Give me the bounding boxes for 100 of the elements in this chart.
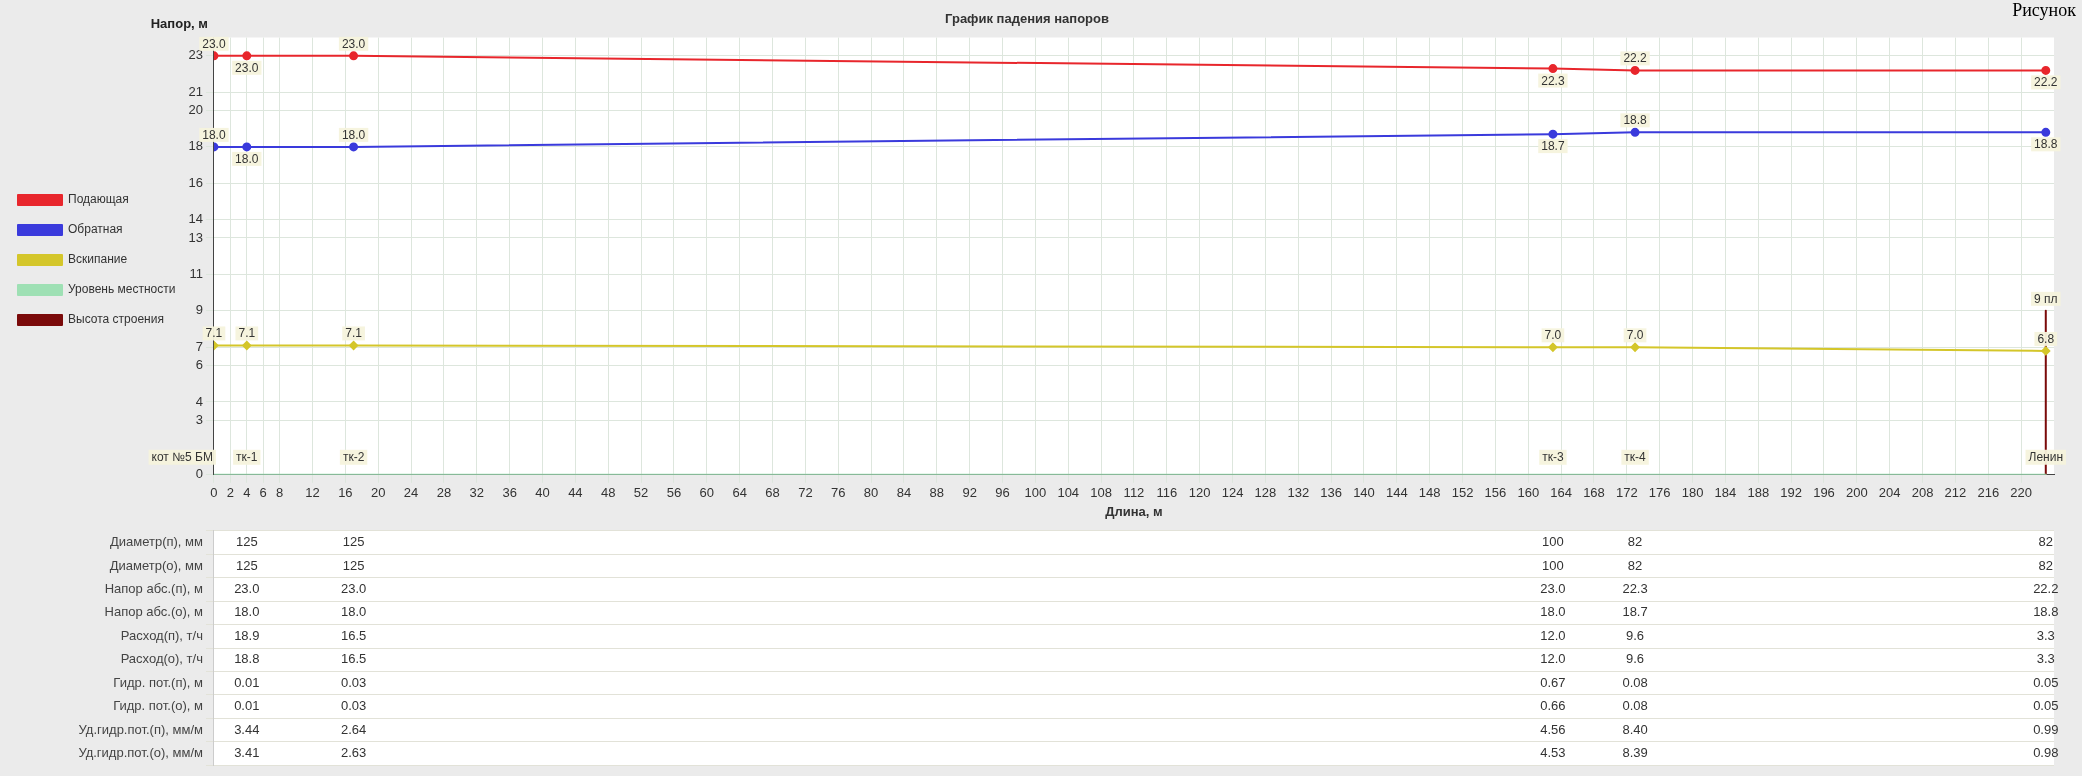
data-label: 12.0 [1540,627,1566,643]
x-tick-label: 164 [1550,485,1572,501]
legend-label: Вскипание [68,252,128,267]
data-label: 0.01 [234,698,260,714]
x-tick-label: 52 [633,485,649,501]
x-tick-label: 88 [929,485,945,501]
y-tick-label: Диаметр(п), мм [109,534,203,550]
x-axis-title: Длина, м [1105,503,1163,519]
data-label: 18.8 [2034,137,2058,152]
x-tick-label: 136 [1320,485,1342,501]
data-label: 18.9 [234,627,260,643]
data-label: 7.1 [205,326,223,341]
x-tick-label: 140 [1353,485,1375,501]
data-label: 23.0 [341,36,366,51]
data-label: 125 [342,534,365,550]
data-label: 22.3 [1541,73,1565,88]
y-tick-label: Расход(о), т/ч [120,651,203,667]
x-tick-label: 80 [863,485,879,501]
x-tick-label: 216 [1977,485,2000,501]
data-label: 22.2 [2033,580,2059,596]
data-label: 23.0 [202,36,226,51]
x-tick-label: 124 [1221,485,1244,501]
x-tick-label: 32 [469,485,485,501]
data-label: 0.03 [340,674,367,690]
y-tick-label: 4 [195,393,203,409]
x-tick-label: 8 [276,485,284,501]
data-label: 7.0 [1626,328,1644,343]
x-tick-label: 2 [226,485,234,501]
legend-label: Обратная [68,222,123,237]
data-label: 4.56 [1540,721,1566,737]
data-label: 82 [1627,557,1643,573]
y-tick-label: 14 [188,211,203,227]
data-label: 18.0 [234,604,260,620]
legend-label: Подающая [68,192,129,207]
x-tick-label: 100 [1024,485,1047,501]
data-label: 18.8 [234,651,260,667]
x-tick-label: 200 [1846,485,1868,501]
x-tick-label: 56 [666,485,682,501]
x-tick-label: 112 [1123,485,1145,501]
y-tick-label: 23 [188,47,203,63]
data-label: 2.63 [340,745,367,761]
x-tick-label: 168 [1583,485,1605,501]
x-tick-label: 12 [305,485,320,501]
annotation: тк-4 [1624,449,1647,464]
data-label: 100 [1542,557,1564,573]
data-label: 7.0 [1544,328,1562,343]
data-label: 7.1 [345,326,363,341]
y-tick-label: 6 [195,357,203,373]
data-label: 18.0 [1540,604,1566,620]
data-label: 82 [1627,534,1643,550]
y-tick-label: 7 [195,338,203,354]
y-tick-label: Напор абс.(о), м [104,604,203,620]
y-tick-label: Уд.гидр.пот.(о), мм/м [78,745,203,761]
y-tick-label: 0 [195,466,203,482]
y-tick-label: 21 [188,83,203,99]
data-label: 100 [1542,534,1564,550]
y-tick-label: Гидр. пот.(п), м [113,674,203,690]
x-tick-label: 28 [436,485,452,501]
y-tick-label: 20 [188,102,203,118]
y-tick-label: 13 [188,229,203,245]
data-label: 0.08 [1622,674,1648,690]
x-tick-label: 176 [1648,485,1671,501]
data-label: 18.0 [235,151,259,166]
x-tick-label: 160 [1517,485,1540,501]
x-tick-label: 132 [1287,485,1310,501]
data-label: 8.39 [1622,745,1648,761]
data-label: 9.6 [1626,651,1645,667]
data-label: 22.2 [1623,51,1648,66]
data-label: 18.8 [2033,604,2059,620]
data-label: 9.6 [1626,627,1645,643]
data-label: 8.40 [1622,721,1648,737]
data-label: 3.44 [234,721,260,737]
annotation: тк-3 [1542,449,1564,464]
x-tick-label: 76 [831,485,846,501]
data-label: 0.01 [234,674,260,690]
y-tick-label: 11 [189,265,203,281]
data-label: 0.05 [2033,674,2059,690]
data-label: 0.05 [2033,698,2059,714]
x-tick-label: 44 [568,485,583,501]
x-tick-label: 60 [699,485,715,501]
data-label: 125 [235,534,258,550]
annotation: кот №5 БМ [151,449,213,464]
data-label: 22.2 [2034,75,2058,90]
x-tick-label: 104 [1057,485,1080,501]
y-tick-label: Уд.гидр.пот.(п), мм/м [78,721,203,737]
legend-label: Уровень местности [68,282,176,297]
annotation: тк-1 [236,449,258,464]
x-tick-label: 184 [1714,485,1737,501]
data-label: 23.0 [235,60,259,75]
data-label: 82 [2038,557,2054,573]
x-tick-label: 180 [1681,485,1704,501]
x-tick-label: 148 [1418,485,1441,501]
chart-title: График падения напоров [945,11,1109,27]
y-tick-label: Расход(п), т/ч [120,627,203,643]
x-tick-label: 188 [1747,485,1770,501]
data-label: 0.98 [2033,745,2059,761]
data-label: 23.0 [340,580,367,596]
data-label: 9 пл [2034,291,2058,306]
data-label: 0.99 [2033,721,2059,737]
data-label: 18.8 [1623,113,1648,128]
